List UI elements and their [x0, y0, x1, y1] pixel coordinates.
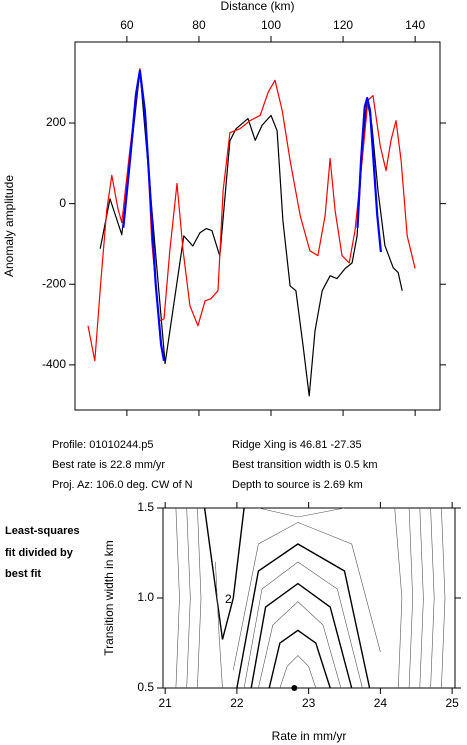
contour-line	[243, 561, 363, 688]
x-tick-label: 60	[120, 18, 134, 32]
contour-line	[197, 508, 202, 688]
contour-line	[419, 508, 424, 688]
plot-frame	[74, 41, 441, 411]
contour-line	[258, 601, 342, 688]
x-tick-label: 21	[158, 696, 172, 710]
contour-line	[394, 508, 403, 688]
side-label: fit divided by	[5, 547, 74, 559]
contour-line	[279, 655, 317, 688]
x-tick-label: 100	[261, 18, 281, 32]
info-text: Best rate is 22.8 mm/yr	[52, 459, 165, 471]
contour-line	[233, 522, 381, 671]
contour-line	[430, 508, 435, 688]
contour-line	[175, 508, 180, 688]
x-tick-label: 22	[230, 696, 244, 710]
contour-line	[250, 582, 353, 688]
x-tick-label: 25	[445, 696, 459, 710]
side-label: Least-squares	[5, 525, 80, 537]
y-axis-label: Transition width in km	[102, 540, 116, 656]
contour-line	[203, 508, 245, 640]
plot-frame	[162, 507, 456, 689]
info-text: Proj. Az: 106.0 deg. CW of N	[52, 479, 193, 491]
y-tick-label: 1.5	[137, 500, 154, 514]
anomaly-line	[99, 70, 403, 397]
x-tick-label: 24	[374, 696, 388, 710]
contour-line	[215, 561, 223, 688]
y-tick-label: -200	[42, 276, 66, 290]
x-axis-label: Rate in mm/yr	[272, 729, 347, 743]
y-tick-label: 1.0	[137, 590, 154, 604]
x-tick-label: 80	[192, 18, 206, 32]
contour-label: 2	[225, 592, 232, 606]
contour-line	[268, 629, 331, 688]
contour-line	[441, 508, 446, 688]
y-tick-label: 200	[46, 115, 66, 129]
info-text: Ridge Xing is 46.81 -27.35	[232, 439, 362, 451]
y-tick-label: 0.5	[137, 680, 154, 694]
best-fit-point	[291, 685, 298, 691]
y-tick-label: 0	[59, 196, 66, 210]
contour-line	[186, 508, 191, 688]
y-tick-label: -400	[42, 357, 66, 371]
x-axis-label: Distance (km)	[220, 0, 294, 13]
x-tick-label: 23	[302, 696, 316, 710]
anomaly-line	[122, 69, 166, 361]
info-text: Depth to source is 2.69 km	[232, 479, 363, 491]
info-text: Profile: 01010244.p5	[52, 439, 154, 451]
x-tick-label: 120	[333, 18, 353, 32]
contour-line	[236, 543, 371, 688]
contour-line	[258, 508, 345, 518]
info-text: Best transition width is 0.5 km	[232, 459, 378, 471]
contour-line	[408, 508, 414, 688]
y-axis-label: Anomaly amplitude	[2, 175, 16, 277]
anomaly-line	[356, 96, 382, 253]
x-tick-label: 140	[405, 18, 425, 32]
side-label: best fit	[5, 568, 41, 580]
